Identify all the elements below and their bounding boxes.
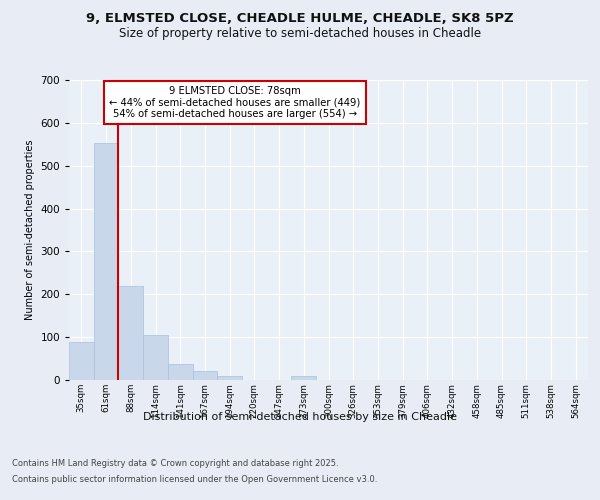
Bar: [94, 142, 118, 380]
Text: 9 ELMSTED CLOSE: 78sqm
← 44% of semi-detached houses are smaller (449)
54% of se: 9 ELMSTED CLOSE: 78sqm ← 44% of semi-det…: [109, 86, 361, 119]
Text: Distribution of semi-detached houses by size in Cheadle: Distribution of semi-detached houses by …: [143, 412, 457, 422]
Bar: [143, 335, 168, 380]
Bar: [69, 342, 94, 380]
Bar: [292, 376, 316, 380]
Bar: [193, 372, 217, 380]
Text: Size of property relative to semi-detached houses in Cheadle: Size of property relative to semi-detach…: [119, 28, 481, 40]
Text: Contains HM Land Registry data © Crown copyright and database right 2025.: Contains HM Land Registry data © Crown c…: [12, 458, 338, 468]
Bar: [118, 286, 143, 380]
Bar: [168, 364, 193, 380]
Text: 9, ELMSTED CLOSE, CHEADLE HULME, CHEADLE, SK8 5PZ: 9, ELMSTED CLOSE, CHEADLE HULME, CHEADLE…: [86, 12, 514, 26]
Bar: [217, 376, 242, 380]
Text: Contains public sector information licensed under the Open Government Licence v3: Contains public sector information licen…: [12, 475, 377, 484]
Y-axis label: Number of semi-detached properties: Number of semi-detached properties: [25, 140, 35, 320]
